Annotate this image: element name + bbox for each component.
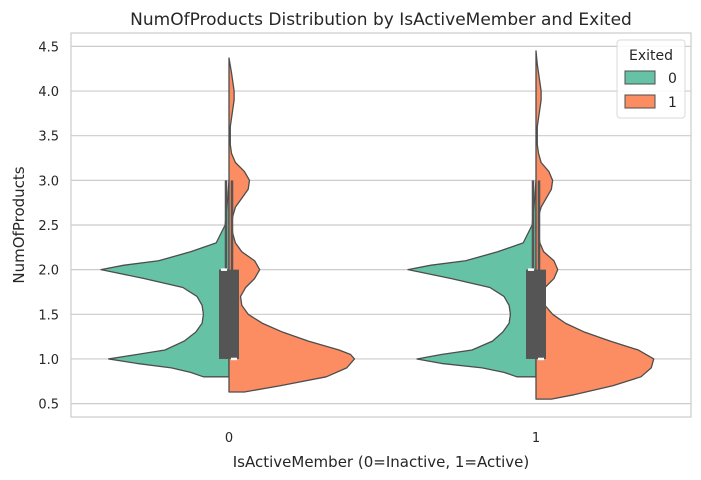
y-tick-label: 2.5 [38, 219, 59, 234]
y-tick-label: 2.0 [38, 264, 59, 279]
legend-title: Exited [629, 48, 673, 64]
y-tick-label: 1.0 [38, 353, 59, 368]
violin-0-exited-0 [100, 179, 230, 378]
y-axis-label: NumOfProducts [10, 166, 28, 283]
violins [100, 50, 655, 400]
legend-label-0: 0 [668, 71, 677, 87]
legend-swatch-0 [624, 70, 656, 85]
inner-boxes [219, 180, 546, 361]
y-tick-label: 0.5 [38, 398, 59, 413]
box-iqr [536, 269, 546, 359]
legend-label-1: 1 [668, 95, 677, 111]
y-tick-label: 4.0 [38, 85, 59, 100]
legend: Exited 0 1 [616, 39, 686, 119]
box-iqr [229, 269, 239, 359]
violin-1-exited-0 [407, 179, 537, 378]
x-tick-label: 1 [532, 431, 540, 446]
y-tick-label: 3.0 [38, 174, 59, 189]
y-tick-label: 1.5 [38, 308, 59, 323]
y-tick-labels: 0.5 1.0 1.5 2.0 2.5 3.0 3.5 4.0 4.5 [38, 40, 59, 412]
legend-swatch-1 [624, 94, 656, 109]
y-tick-label: 4.5 [38, 40, 59, 55]
y-tick-label: 3.5 [38, 130, 59, 145]
box-iqr [219, 269, 229, 359]
x-tick-label: 0 [225, 431, 233, 446]
x-axis-label: IsActiveMember (0=Inactive, 1=Active) [233, 453, 530, 471]
chart-title: NumOfProducts Distribution by IsActiveMe… [130, 10, 632, 30]
box-iqr [526, 269, 536, 359]
plot-frame [70, 32, 692, 418]
